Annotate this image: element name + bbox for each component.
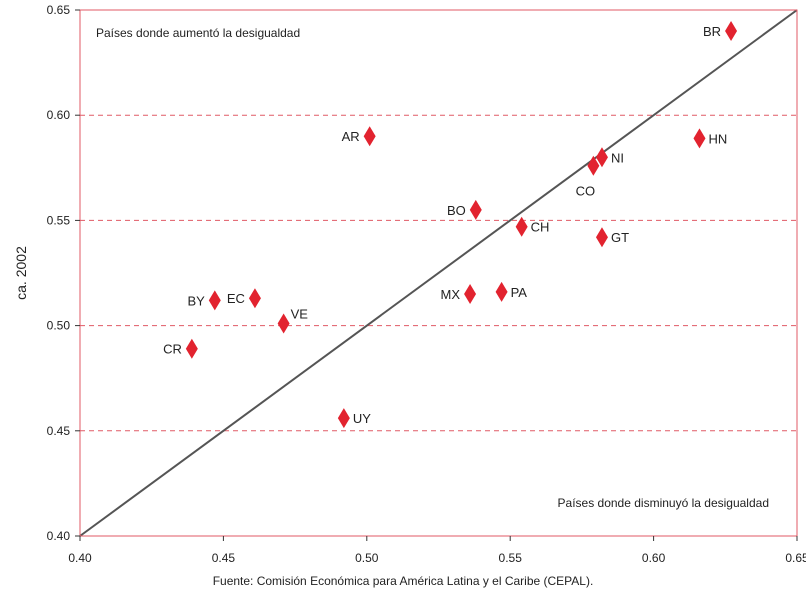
y-tick-label: 0.60: [47, 108, 71, 122]
point-marker-bo: [469, 199, 482, 220]
point-label-bo: BO: [447, 203, 466, 218]
y-tick-label: 0.55: [47, 213, 71, 227]
y-tick-label: 0.40: [47, 529, 71, 543]
x-tick-label: 0.55: [499, 551, 523, 565]
scatter-chart: 0.40 0.45 0.50 0.55 0.60 0.65 0.40 0.45 0.50 0.5…: [13, 3, 806, 565]
point-label-gt: GT: [611, 230, 629, 245]
point-label-uy: UY: [353, 411, 371, 426]
point-label-mx: MX: [441, 287, 461, 302]
x-tick-label: 0.60: [642, 551, 666, 565]
annotation-decreased: Países donde disminuyó la desigualdad: [558, 496, 769, 510]
point-label-ch: CH: [531, 220, 550, 235]
point-label-pa: PA: [511, 285, 528, 300]
point-label-hn: HN: [708, 131, 727, 146]
point-marker-mx: [464, 284, 477, 305]
point-label-co: CO: [576, 184, 596, 199]
point-marker-cr: [185, 338, 198, 359]
data-points: BR AR HN NI CO BO CH GT MX PA BY EC VE CR UY: [163, 21, 738, 429]
source-note: Fuente: Comisión Económica para América …: [212, 574, 594, 588]
x-tick-label: 0.65: [785, 551, 806, 565]
y-axis-label: ca. 2002: [13, 246, 29, 300]
y-tick-label: 0.50: [47, 319, 71, 333]
point-label-ar: AR: [342, 129, 360, 144]
y-axis-ticks: 0.40 0.45 0.50 0.55 0.60 0.65: [47, 3, 80, 543]
point-marker-br: [725, 21, 738, 42]
point-marker-pa: [495, 281, 508, 302]
annotation-increased: Países donde aumentó la desigualdad: [96, 26, 300, 40]
point-label-ve: VE: [291, 306, 309, 321]
x-tick-label: 0.50: [355, 551, 379, 565]
point-marker-ni: [595, 147, 608, 168]
point-marker-ec: [248, 288, 261, 309]
y-tick-label: 0.45: [47, 424, 71, 438]
point-label-ni: NI: [611, 150, 624, 165]
point-marker-uy: [337, 408, 350, 429]
point-marker-ar: [363, 126, 376, 147]
point-label-br: BR: [703, 24, 721, 39]
y-tick-label: 0.65: [47, 3, 71, 17]
x-tick-label: 0.45: [212, 551, 236, 565]
point-label-by: BY: [187, 293, 205, 308]
point-label-cr: CR: [163, 342, 182, 357]
point-marker-ch: [515, 216, 528, 237]
x-tick-label: 0.40: [68, 551, 92, 565]
point-marker-hn: [693, 128, 706, 149]
point-label-ec: EC: [227, 291, 245, 306]
point-marker-co: [587, 155, 600, 176]
plot-frame: [79, 9, 798, 537]
point-marker-ve: [277, 313, 290, 334]
grid-lines: [80, 9, 797, 432]
point-marker-gt: [595, 227, 608, 248]
equality-diagonal-line: [79, 9, 798, 537]
x-axis-ticks: 0.40 0.45 0.50 0.55 0.60 0.65: [68, 536, 806, 565]
point-marker-by: [208, 290, 221, 311]
